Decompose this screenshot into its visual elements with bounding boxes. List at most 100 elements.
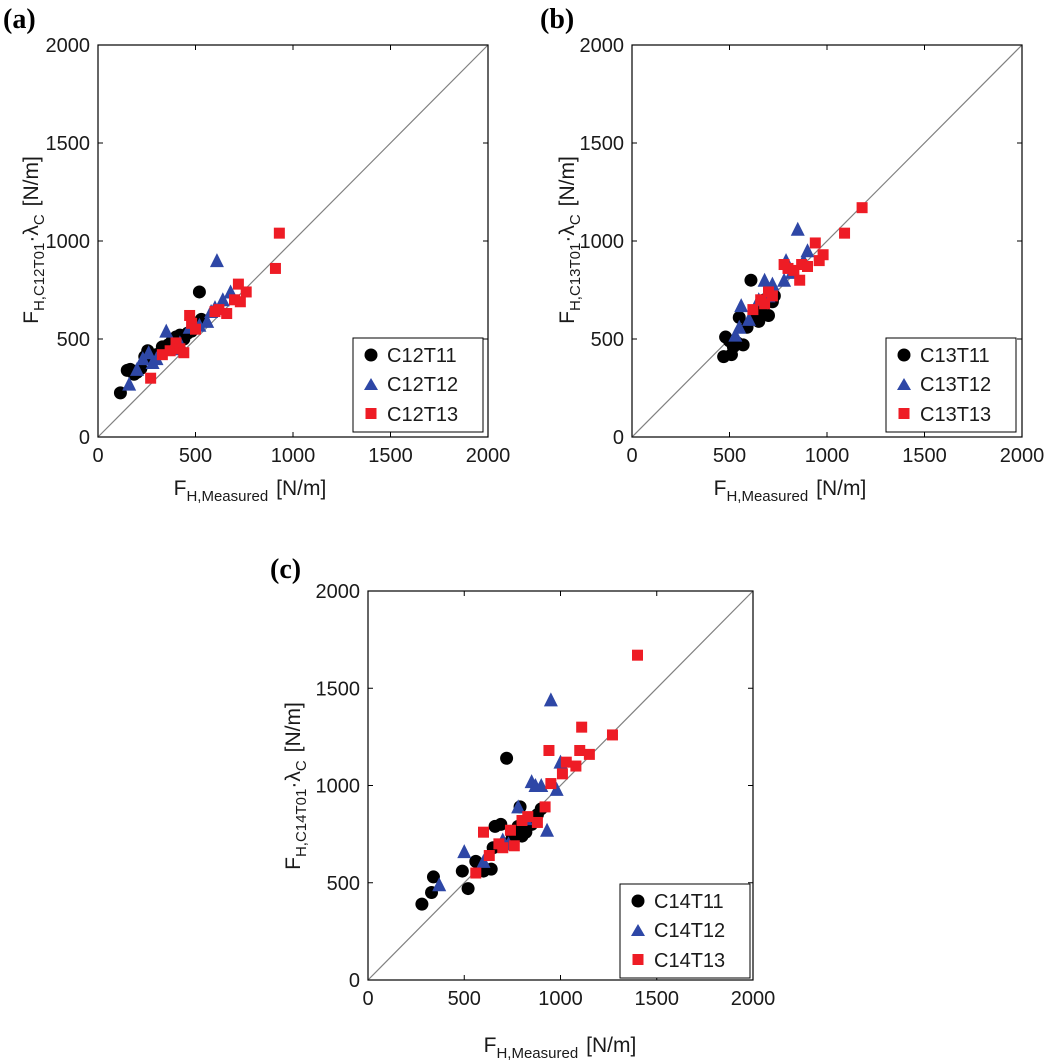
point-c13t12 [742,311,756,326]
panel-b-plot: 0 500 1000 1500 2000 0 500 1000 1500 2000 [580,35,1045,467]
panel-c-legend-circle-marker [631,894,645,908]
point-c14t13 [570,760,582,772]
panel-c-ytick-label: 2000 [316,581,361,603]
point-c13t13 [766,290,778,302]
point-c14t13 [574,744,586,756]
panel-c-ylabel: FH,C14T01·λC[N/m] [282,702,310,870]
panel-b-xtick-label: 1500 [902,445,947,467]
panel-b-legend-label-0: C13T11 [920,345,990,367]
point-c13t13 [747,304,759,316]
point-c12t13 [240,286,252,298]
panel-c-xtick-label: 1500 [635,988,680,1010]
point-c14t13 [504,824,516,836]
point-c14t13 [522,811,534,823]
panel-c-reference-line [367,590,754,981]
point-c12t13 [232,278,244,290]
panel-a-ytick-label: 1000 [46,231,91,253]
point-c13t12 [790,221,805,236]
panel-b: (b) 0 500 1000 1500 2000 0 500 1000 1500 2000 C13… [540,4,1044,505]
point-c13t12 [757,272,772,287]
point-c12t13 [164,345,176,357]
point-c13t13 [809,237,821,249]
panel-b-reference-line [631,44,1023,438]
point-c14t12 [476,853,491,868]
point-c14t13 [531,816,543,828]
point-c14t13 [539,801,551,813]
point-c12t12 [141,345,156,360]
panel-b-ytick-label: 1500 [580,133,625,155]
point-c14t13 [556,768,568,780]
point-c14t13 [508,840,520,852]
panel-c-legend-triangle-marker [631,924,645,936]
panel-a-ytick-label: 2000 [46,35,91,57]
point-c14t12 [540,822,555,837]
panel-c-legend-label-1: C14T12 [654,920,725,942]
point-c13t12 [734,298,749,313]
point-c13t11 [736,338,750,352]
panel-b-legend-triangle-marker [897,378,911,390]
panel-a-plot: 0 500 1000 1500 2000 0 500 1000 1500 2000 [46,35,511,467]
panel-b-label: (b) [540,4,574,35]
point-c12t13 [178,347,190,359]
point-c12t13 [221,308,233,320]
panel-a-ytick-label: 1500 [46,133,91,155]
point-c13t11 [752,314,766,328]
panel-c-legend-square-marker [632,954,644,965]
point-c12t13 [269,262,281,274]
point-c13t12 [732,319,747,334]
panel-c-xtick-label: 1000 [538,988,583,1010]
panel-b-legend-label-2: C13T13 [920,404,991,426]
point-c12t13 [213,304,225,316]
point-c12t13 [156,349,168,361]
panel-b-legend: C13T11 C13T12 C13T13 [885,337,1017,433]
panel-b-ylabel: FH,C13T01·λC[N/m] [556,156,584,324]
point-c12t13 [234,296,246,308]
point-c14t13 [576,721,588,733]
point-c14t11 [455,864,469,878]
panel-c-xtick-label: 2000 [731,988,776,1010]
point-c14t13 [483,850,495,862]
panel-a-xtick-label: 1500 [368,445,413,467]
point-c13t13 [817,249,829,261]
point-c14t12 [511,799,526,814]
point-c14t13 [545,778,557,790]
panel-c-ytick-label: 500 [327,873,360,895]
point-c14t13 [606,729,618,741]
panel-a-xtick-label: 1000 [271,445,316,467]
point-c14t13 [497,842,509,854]
point-c14t13 [478,826,489,838]
point-c13t13 [788,264,800,276]
panel-a: (a) 0 500 1000 1500 2000 0 500 1000 1500 2000 C12… [3,4,510,505]
point-c14t12 [432,877,447,892]
point-c13t13 [782,262,794,274]
point-c14t13 [543,744,555,756]
point-c14t13 [516,815,528,827]
point-c14t12 [457,844,472,859]
panel-b-legend-label-1: C13T12 [920,374,991,396]
panel-a-ytick-label: 0 [79,427,90,449]
panel-c-ytick-label: 1500 [316,678,361,700]
point-c13t12 [728,327,743,342]
panel-b-ytick-label: 500 [591,329,624,351]
point-c14t12 [534,778,549,792]
panel-b-legend-square-marker [898,408,910,419]
point-c13t11 [762,308,775,322]
point-c12t12 [149,351,164,366]
panel-a-legend-label-2: C12T13 [387,404,458,426]
point-c12t11 [192,285,206,299]
panel-c-legend: C14T11 C14T12 C14T13 [619,883,751,979]
point-c13t12 [800,243,815,258]
point-c12t13 [229,294,240,306]
panel-b-xtick-label: 1000 [805,445,850,467]
panel-a-xtick-label: 500 [179,445,212,467]
point-c13t13 [759,298,771,310]
panel-a-xtick-label: 2000 [466,445,511,467]
point-c12t12 [200,313,215,328]
panel-a-ylabel: FH,C12T01·λC[N/m] [20,156,48,324]
point-c12t13 [184,309,196,321]
panel-b-ytick-label: 1000 [580,231,625,253]
point-c14t11 [461,882,475,896]
point-c13t11 [732,310,746,324]
panel-a-legend-circle-marker [364,348,378,362]
point-c14t11 [500,751,514,765]
